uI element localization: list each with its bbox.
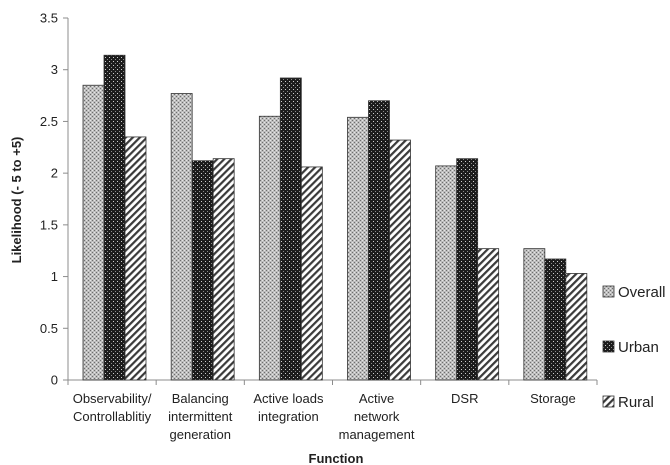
bar-urban-1: [191, 160, 214, 381]
bar-overall-2: [258, 115, 281, 381]
bar-rural-5: [565, 273, 588, 381]
bar-urban-2: [279, 77, 302, 381]
bar-overall-1: [170, 93, 193, 381]
bar-overall-0: [82, 84, 105, 381]
x-category-label: Observability/: [73, 391, 152, 406]
x-category-label: network: [354, 409, 400, 424]
y-axis-title: Likelihood (- 5 to +5): [9, 137, 24, 264]
x-category-label: Active loads: [253, 391, 324, 406]
y-tick-label: 1.5: [40, 217, 58, 232]
legend-swatch-overall: [602, 285, 615, 298]
y-tick-label: 2.5: [40, 114, 58, 129]
y-tick-label: 0.5: [40, 321, 58, 336]
legend-label-rural: Rural: [618, 394, 654, 411]
bar-overall-3: [347, 116, 369, 381]
x-category-label: integration: [258, 409, 319, 424]
legend-swatch-rural: [602, 395, 615, 408]
y-tick-label: 3.5: [40, 11, 58, 26]
legend-label-overall: Overall: [618, 284, 666, 301]
bar-urban-0: [103, 54, 126, 381]
x-category-label: DSR: [451, 391, 478, 406]
legend: Overall Urban Rural: [602, 284, 666, 411]
y-tick-label: 3: [51, 62, 58, 77]
bar-overall-5: [523, 248, 546, 381]
bar-rural-4: [477, 248, 500, 381]
y-tick-label: 2: [51, 166, 58, 181]
bar-urban-4: [456, 158, 479, 381]
bar-urban-3: [368, 100, 390, 381]
x-category-label: Balancing: [172, 391, 229, 406]
y-tick-label: 0: [51, 373, 58, 388]
bar-rural-3: [389, 139, 411, 381]
x-category-label: Storage: [530, 391, 576, 406]
x-category-label: Controllablitiy: [73, 409, 152, 424]
x-axis-title: Function: [309, 451, 364, 465]
x-category-labels: Observability/Controllablitiy Balancing in…: [73, 391, 576, 442]
x-category-label: generation: [170, 427, 231, 442]
axes: [63, 17, 598, 385]
bar-overall-4: [435, 165, 458, 381]
y-tick-labels: 0 0.5 1 1.5 2 2.5 3 3.5: [40, 11, 58, 388]
bar-rural-1: [212, 158, 235, 381]
bar-rural-0: [124, 136, 147, 381]
legend-swatch-urban: [602, 340, 615, 353]
x-category-label: Active: [359, 391, 394, 406]
legend-label-urban: Urban: [618, 339, 659, 356]
bar-rural-2: [300, 166, 323, 381]
x-category-label: intermittent: [168, 409, 233, 424]
y-tick-label: 1: [51, 269, 58, 284]
bars: [82, 54, 588, 381]
bar-urban-5: [544, 258, 567, 381]
x-category-label: management: [339, 427, 415, 442]
